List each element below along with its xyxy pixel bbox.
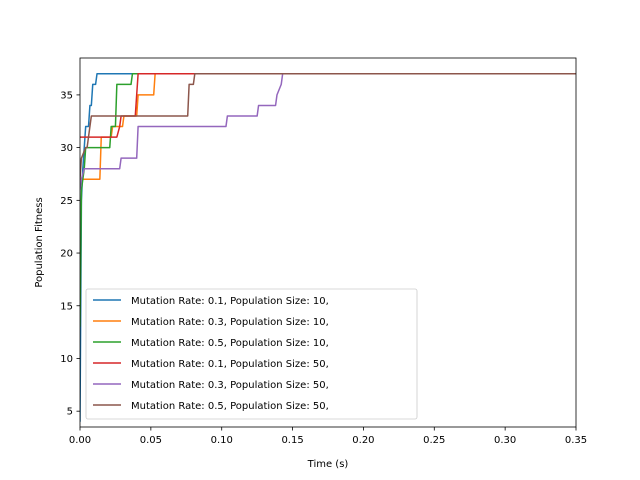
y-tick-label: 15	[60, 301, 73, 312]
x-tick-label: 0.15	[281, 435, 303, 446]
legend-box	[85, 288, 418, 420]
axes-frame	[79, 57, 577, 428]
y-tick-label: 5	[67, 407, 73, 418]
x-tick-label: 0.10	[211, 435, 233, 446]
x-tick-label: 0.25	[423, 435, 445, 446]
legend-entry-6: Mutation Rate: 0.5, Population Size: 50,	[131, 401, 329, 412]
y-tick-label: 35	[60, 90, 73, 101]
series-layer	[80, 73, 576, 422]
x-axis: 0.00 0.05 0.10 0.15 0.20 0.25 0.30 0.35	[69, 427, 587, 446]
x-tick-label: 0.20	[352, 435, 374, 446]
x-tick-label: 0.05	[140, 435, 162, 446]
legend-entry-4: Mutation Rate: 0.1, Population Size: 50,	[131, 359, 329, 370]
y-tick-label: 10	[60, 354, 73, 365]
y-axis: 5 10 15 20 25 30 35	[60, 90, 80, 418]
legend-entry-2: Mutation Rate: 0.3, Population Size: 10,	[131, 317, 329, 328]
y-tick-label: 25	[60, 196, 73, 207]
legend-entry-1: Mutation Rate: 0.1, Population Size: 10,	[131, 296, 329, 307]
series-line-6	[80, 73, 576, 180]
x-tick-label: 0.30	[494, 435, 516, 446]
series-line-5	[80, 73, 576, 190]
legend: Mutation Rate: 0.1, Population Size: 10,…	[85, 288, 418, 420]
series-line-4	[80, 73, 576, 138]
y-tick-label: 20	[60, 249, 73, 260]
x-tick-label: 0.35	[565, 435, 587, 446]
series-line-3	[80, 73, 576, 327]
y-axis-label: Population Fitness	[34, 197, 45, 287]
y-tick-label: 30	[60, 143, 73, 154]
x-axis-label: Time (s)	[307, 459, 349, 470]
x-tick-label: 0.00	[69, 435, 91, 446]
legend-entry-3: Mutation Rate: 0.5, Population Size: 10,	[131, 338, 329, 349]
series-line-1	[80, 73, 576, 422]
legend-entry-5: Mutation Rate: 0.3, Population Size: 50,	[131, 380, 329, 391]
series-line-2	[80, 73, 576, 180]
